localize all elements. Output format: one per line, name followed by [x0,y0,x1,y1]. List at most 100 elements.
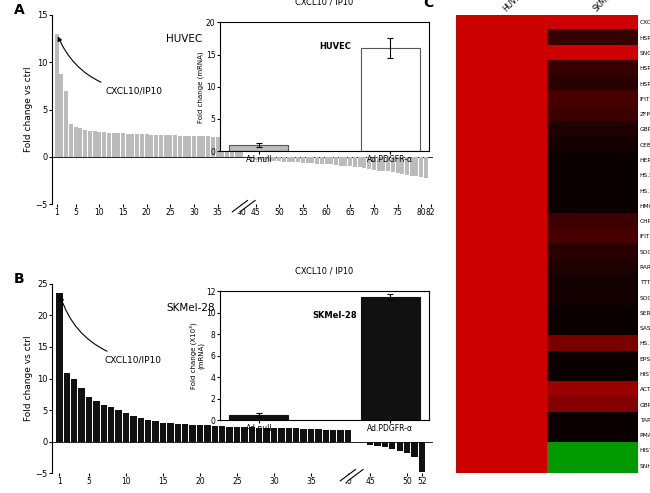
Bar [268,157,272,161]
Bar [410,157,414,176]
Bar [315,157,319,164]
Bar [189,424,196,442]
Text: C: C [423,0,433,10]
Bar [154,135,158,157]
Bar [324,157,328,165]
Bar [145,134,149,157]
Bar [116,133,120,157]
Bar [173,135,177,157]
Bar [182,424,188,442]
Bar [285,428,292,442]
Bar [374,442,381,446]
Bar [197,136,201,157]
Bar [411,442,418,458]
Bar [167,423,174,442]
Bar [59,73,64,157]
Bar [337,430,344,442]
Bar [271,428,277,442]
Bar [79,129,83,157]
Bar [86,397,92,442]
Bar [130,417,136,442]
Bar [69,124,73,157]
Bar [296,157,300,162]
Bar [249,427,255,442]
Bar [391,157,395,172]
Bar [348,157,352,166]
Bar [239,137,243,157]
Bar [57,293,62,442]
Bar [220,137,224,157]
Bar [277,157,281,161]
Bar [55,34,58,157]
Bar [192,136,196,157]
Bar [197,424,203,442]
Bar [101,405,107,442]
Bar [71,379,77,442]
Bar [187,136,191,157]
Bar [226,426,233,442]
Bar [386,157,390,171]
Bar [112,133,116,157]
Bar [308,429,314,442]
Bar [396,157,400,173]
Bar [183,136,187,157]
Bar [419,442,425,472]
Bar [93,401,99,442]
Bar [382,157,385,171]
Bar [79,388,84,442]
Bar [287,157,291,162]
Bar [278,428,285,442]
Bar [206,136,210,157]
Bar [102,132,106,157]
Bar [131,134,135,157]
Bar [320,157,324,164]
Bar [310,157,315,163]
Bar [153,421,159,442]
Bar [363,157,367,168]
Bar [108,407,114,442]
Bar [263,428,270,442]
Bar [389,442,395,449]
Bar [159,135,163,157]
Bar [160,423,166,442]
Text: B: B [14,273,25,286]
Bar [168,135,172,157]
Bar [322,430,329,442]
Bar [121,133,125,157]
Bar [178,136,182,157]
Bar [145,420,151,442]
Bar [98,132,101,157]
Y-axis label: Fold change vs ctrl: Fold change vs ctrl [24,67,32,152]
Bar [258,157,263,160]
Bar [64,91,68,157]
Bar [400,157,404,174]
Bar [372,157,376,170]
Bar [330,430,336,442]
Bar [150,135,153,157]
Bar [107,133,111,157]
Bar [123,413,129,442]
Bar [353,157,357,167]
Bar [367,442,373,445]
Bar [241,427,248,442]
Bar [235,137,239,157]
Bar [301,157,305,163]
Bar [212,426,218,442]
Bar [343,157,348,166]
Bar [300,429,307,442]
Bar [405,157,409,175]
Text: HUVEC: HUVEC [166,34,203,44]
Bar [116,410,122,442]
Bar [415,157,419,176]
Bar [211,137,215,157]
Bar [358,157,361,167]
Y-axis label: Fold change vs ctrl: Fold change vs ctrl [24,336,32,422]
Bar [219,426,226,442]
Bar [230,137,234,157]
Text: A: A [14,3,25,17]
Bar [339,157,343,166]
Bar [344,430,351,442]
Bar [175,424,181,442]
Bar [293,428,299,442]
Text: CXCL10/IP10: CXCL10/IP10 [60,297,162,364]
